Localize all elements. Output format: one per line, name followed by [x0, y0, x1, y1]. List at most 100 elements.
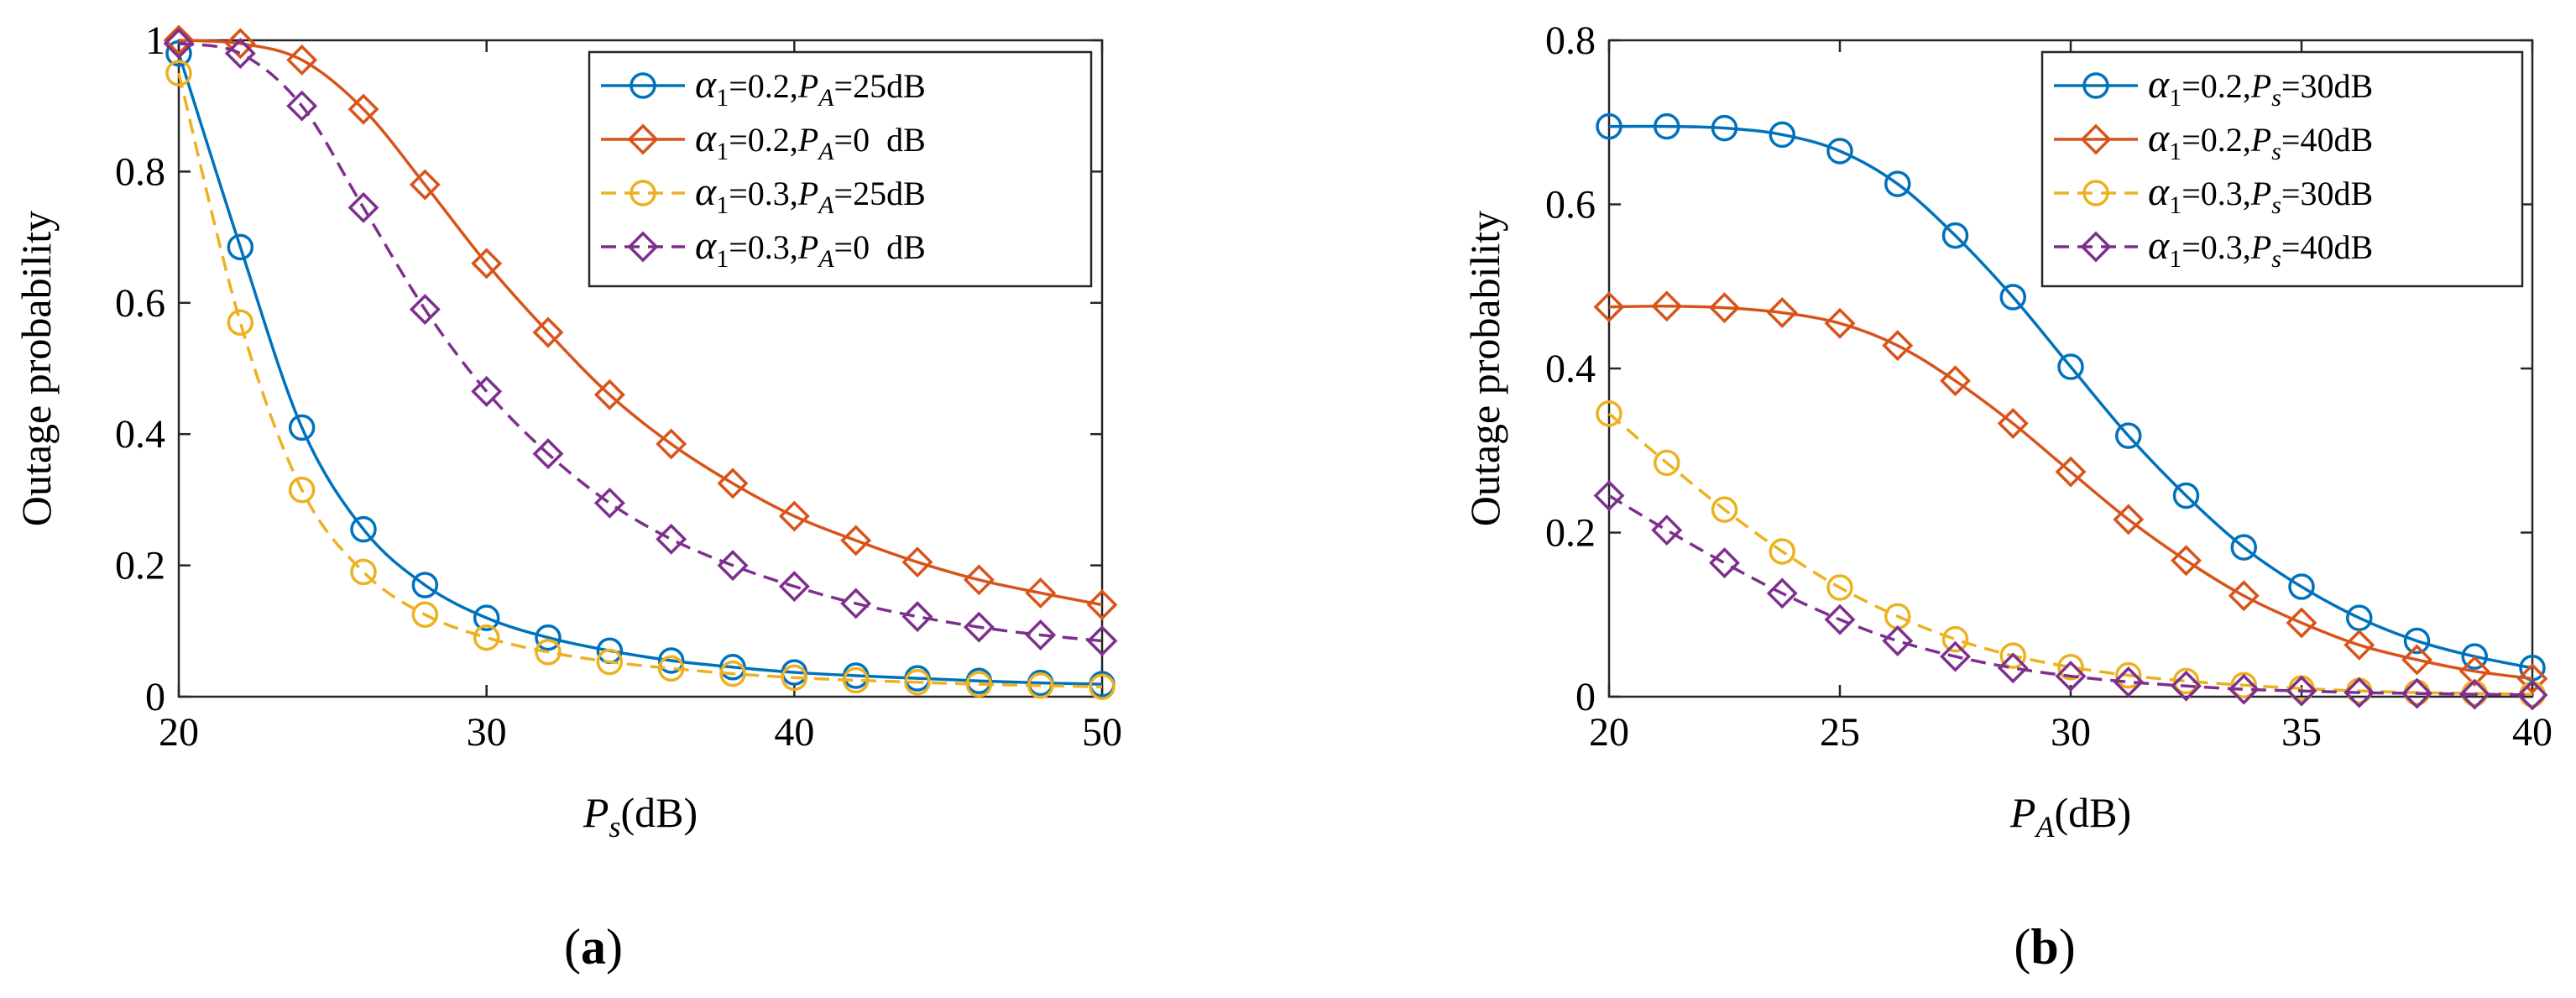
data-point	[288, 476, 316, 504]
series-line	[1608, 494, 2533, 697]
x-tick-label: 40	[2512, 710, 2552, 755]
legend-alpha: α	[2148, 62, 2170, 107]
data-point	[901, 601, 933, 633]
legend-p-sub: A	[817, 138, 834, 165]
data-point	[1711, 496, 1738, 523]
data-point	[224, 38, 256, 70]
y-tick-label: 0.4	[1545, 347, 1596, 391]
legend-p-sub: A	[817, 191, 834, 219]
series-line	[178, 39, 1103, 607]
legend-alpha: α	[2148, 223, 2170, 268]
data-point	[1086, 625, 1118, 657]
data-point	[593, 379, 625, 410]
data-point	[227, 309, 254, 337]
data-point	[778, 500, 810, 532]
data-point	[2113, 504, 2145, 536]
data-point	[1596, 112, 1622, 140]
legend-entry: α1=0.2,PA=0 dB	[695, 116, 926, 165]
y-tick-label: 0	[1575, 675, 1596, 719]
legend-alpha-sub: 1	[716, 138, 729, 165]
panel-caption: (a)	[564, 919, 623, 974]
legend-p: P	[2250, 67, 2271, 105]
data-point	[1999, 284, 2026, 311]
data-point	[656, 428, 687, 460]
data-point	[963, 564, 995, 596]
data-point	[535, 639, 562, 666]
data-point	[163, 24, 195, 56]
series-4	[163, 28, 1118, 657]
legend-alpha: α	[2148, 170, 2170, 214]
data-point	[1086, 589, 1118, 620]
legend-alpha-val: =0.3,	[2182, 228, 2251, 266]
data-point	[409, 169, 441, 201]
data-point	[1027, 671, 1054, 699]
legend-p: P	[2250, 121, 2271, 159]
data-point	[1882, 330, 1914, 362]
data-point	[901, 546, 933, 578]
data-point	[842, 666, 870, 694]
data-point	[2115, 661, 2142, 689]
y-tick-label: 0.6	[115, 281, 165, 326]
legend-p-sub: A	[817, 245, 834, 273]
legend-marker	[2080, 123, 2112, 155]
data-point	[2115, 422, 2142, 449]
y-axis-label: Outage probability	[13, 211, 60, 526]
data-point	[1596, 400, 1622, 427]
data-point	[473, 604, 500, 631]
data-point	[473, 624, 500, 651]
legend-p: P	[2250, 228, 2271, 266]
data-point	[471, 248, 503, 280]
data-point	[1824, 307, 1856, 339]
legend-entry: α1=0.3,PA=0 dB	[695, 223, 926, 273]
legend-p-sub: s	[2271, 245, 2281, 273]
data-point	[1769, 538, 1795, 565]
series-line	[1608, 304, 2533, 681]
x-axis-label: Ps(dB)	[583, 789, 698, 844]
data-point	[411, 601, 439, 628]
x-tick-label: 50	[1082, 710, 1122, 755]
legend-p-val: =0 dB	[834, 228, 926, 266]
data-point	[1766, 297, 1798, 329]
series-line	[177, 53, 1103, 686]
data-point	[1997, 408, 2029, 439]
legend-p-val: =30dB	[2281, 175, 2373, 212]
data-point	[1654, 112, 1680, 140]
legend-alpha-val: =0.2,	[2182, 121, 2251, 159]
data-point	[781, 664, 808, 692]
legend-alpha-val: =0.3,	[729, 228, 798, 266]
legend-alpha-val: =0.3,	[2182, 175, 2251, 212]
legend-box	[2040, 50, 2524, 288]
panel-a: 20 30 40 50 0 0.2 0.4 0.6 0.8 1 Outage probability…	[13, 18, 1122, 974]
data-point	[1940, 365, 1971, 397]
data-point	[2228, 673, 2260, 705]
data-point	[717, 550, 749, 582]
series-3	[165, 60, 1116, 701]
data-point	[2516, 663, 2548, 694]
data-point	[2516, 679, 2548, 711]
legend-p-sub: s	[2271, 191, 2281, 219]
legend-entry: α1=0.2,PA=25dB	[695, 62, 926, 112]
legend-alpha: α	[695, 62, 717, 107]
data-point	[1997, 652, 2029, 684]
series-line	[177, 72, 1103, 689]
data-point	[532, 316, 564, 348]
data-point	[1651, 290, 1683, 322]
legend-p-sub: s	[2271, 84, 2281, 112]
legend: α1=0.2,Ps=30dBα1=0.2,Ps=40dBα1=0.3,Ps=30…	[2040, 50, 2524, 288]
x-axis-label-sub: A	[2034, 810, 2055, 844]
legend-alpha-sub: 1	[2169, 84, 2182, 112]
series-line	[1607, 412, 2533, 696]
data-point	[165, 60, 192, 86]
series-line	[1608, 124, 2533, 670]
legend-alpha-sub: 1	[2169, 245, 2182, 273]
legend-p: P	[2250, 175, 2271, 212]
data-point	[778, 571, 810, 603]
caption-label: a	[581, 919, 606, 974]
legend-alpha-val: =0.2,	[729, 67, 798, 105]
legend-p-val: =40dB	[2281, 121, 2373, 159]
legend-p-val: =25dB	[834, 175, 926, 212]
legend-alpha-sub: 1	[716, 84, 729, 112]
x-axis-label-sub: s	[609, 810, 620, 844]
data-point	[2057, 353, 2084, 380]
